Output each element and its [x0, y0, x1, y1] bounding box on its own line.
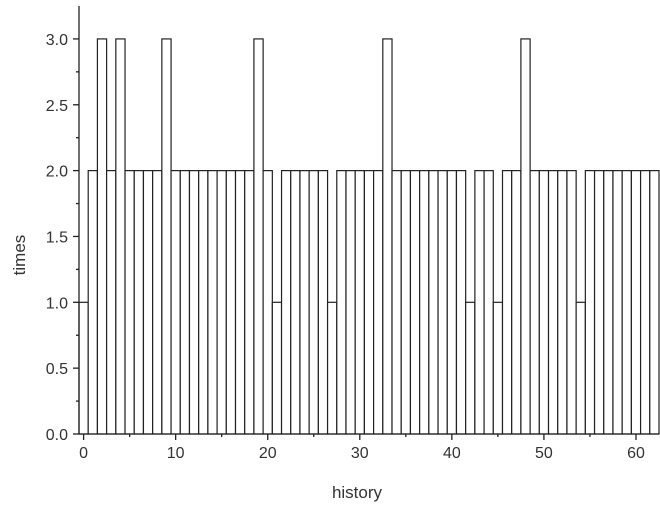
bar — [409, 170, 421, 435]
y-tick-label: 2.0 — [46, 164, 68, 181]
bar — [492, 301, 504, 435]
y-axis-label: times — [10, 235, 29, 276]
bar — [96, 38, 108, 435]
bar — [142, 170, 154, 435]
bar — [225, 170, 237, 435]
bar — [483, 170, 494, 435]
bar — [170, 170, 181, 435]
bar — [354, 170, 365, 435]
bar — [538, 170, 550, 435]
bar — [244, 170, 255, 435]
bar — [115, 38, 126, 435]
bar — [326, 301, 338, 435]
y-tick-label: 1.5 — [46, 229, 68, 246]
bar — [124, 170, 135, 435]
bar — [639, 170, 651, 435]
bar — [363, 170, 375, 435]
bar — [290, 170, 301, 435]
bar — [455, 170, 467, 435]
y-tick-label: 2.5 — [46, 98, 68, 115]
bar — [391, 170, 402, 435]
bar — [566, 170, 577, 435]
bar — [474, 170, 485, 435]
bar — [271, 301, 283, 435]
bar — [575, 301, 586, 435]
bar — [501, 170, 513, 435]
bar — [428, 170, 439, 435]
bar — [529, 170, 540, 435]
x-tick-label: 0 — [79, 445, 88, 462]
bar — [612, 170, 623, 435]
x-tick-label: 10 — [167, 445, 185, 462]
x-tick-label: 50 — [535, 445, 553, 462]
bar — [557, 170, 568, 435]
y-tick-label: 3.0 — [46, 32, 68, 49]
y-tick-label: 0.5 — [46, 361, 68, 378]
bar — [400, 170, 412, 435]
x-axis-label: history — [332, 483, 383, 502]
bar — [465, 301, 476, 435]
bar — [253, 38, 264, 435]
bar — [621, 170, 632, 435]
bar — [161, 38, 172, 435]
bar — [106, 170, 117, 435]
bar — [280, 170, 292, 435]
bar — [547, 170, 559, 435]
ticks-group: 0.0 0.5 1.0 1.5 2.0 2.5 3.0 0 10 20 30 40 50 60 — [46, 32, 645, 462]
bar — [207, 170, 218, 435]
bar — [87, 170, 99, 435]
y-tick-label: 0.0 — [46, 427, 68, 444]
bar — [630, 170, 642, 435]
bar — [511, 170, 522, 435]
bar — [78, 301, 89, 435]
x-tick-label: 30 — [351, 445, 369, 462]
x-tick-label: 40 — [443, 445, 461, 462]
bar — [419, 170, 430, 435]
bar — [317, 170, 329, 435]
bar — [216, 170, 227, 435]
bars-group — [78, 38, 660, 435]
bar — [446, 170, 458, 435]
bar — [336, 170, 347, 435]
bar — [603, 170, 614, 435]
bar — [437, 170, 448, 435]
bar — [262, 170, 273, 435]
bar — [593, 170, 605, 435]
bar — [308, 170, 319, 435]
bar — [133, 170, 145, 435]
bar — [299, 170, 310, 435]
bar — [584, 170, 596, 435]
bar — [520, 38, 531, 435]
bar — [382, 38, 393, 435]
bar — [152, 170, 163, 435]
bar — [198, 170, 209, 435]
y-tick-label: 1.0 — [46, 295, 68, 312]
bar — [188, 170, 200, 435]
x-tick-label: 60 — [627, 445, 645, 462]
bar — [179, 170, 191, 435]
x-tick-label: 20 — [259, 445, 277, 462]
bar — [234, 170, 246, 435]
bar — [373, 170, 384, 435]
bar — [649, 170, 660, 435]
bar — [345, 170, 356, 435]
